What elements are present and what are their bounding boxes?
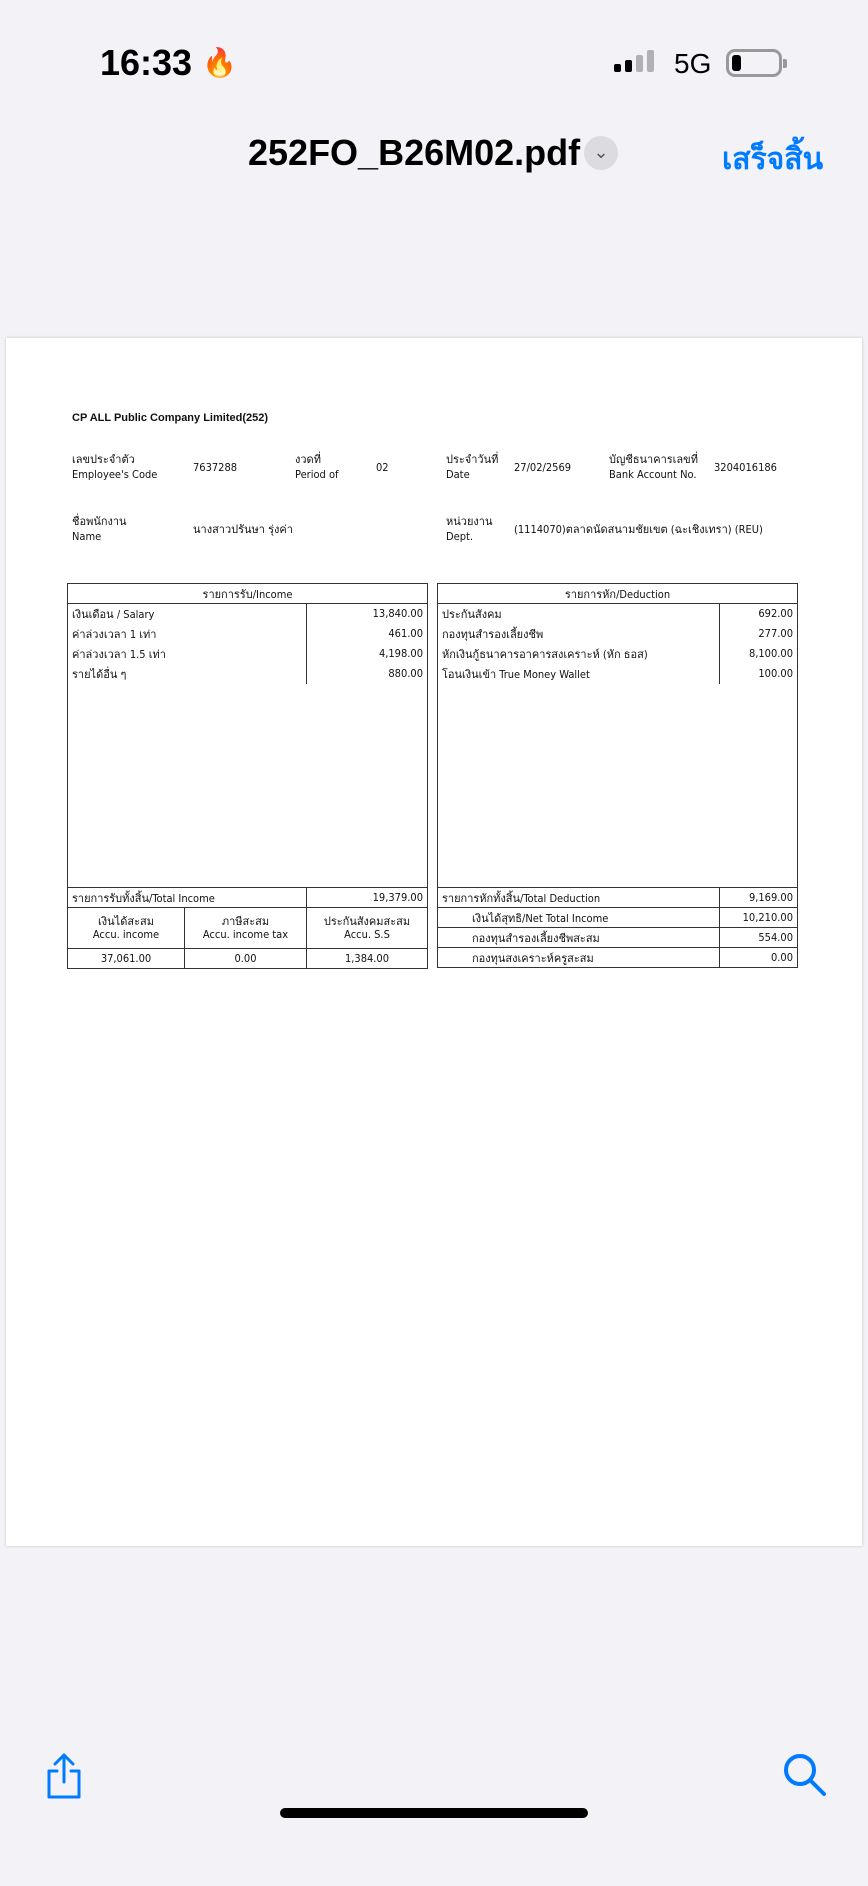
home-indicator[interactable] [280,1808,588,1818]
date-label: ประจำวันที่ Date [446,452,498,482]
label-en: Employee's Code [72,468,158,481]
cellular-signal-icon [614,50,654,72]
summary-row: เงินได้สุทธิ/Net Total Income 10,210.00 [436,907,798,928]
total-deduction: 9,169.00 [719,887,798,908]
summary-value: 0.00 [719,947,798,968]
period: 02 [376,461,389,474]
battery-icon [726,49,787,77]
total-income-row: รายการรับทั้งสิ้น/Total Income 19,379.00 [67,887,428,908]
total-label: รายการหักทั้งสิ้น/Total Deduction [436,887,721,908]
table-row: กองทุนสำรองเลี้ยงชีพ 277.00 [436,623,798,644]
summary-label: กองทุนสงเคราะห์ครูสะสม [436,947,721,968]
item-label: หักเงินกู้ธนาคารอาคารสงเคราะห์ (หัก ธอส) [436,643,721,664]
income-header: รายการรับ/Income [67,583,428,604]
department: (1114070)ตลาดนัดสนามชัยเขต (ฉะเชิงเทรา) … [514,523,763,536]
employee-name: นางสาวปรันษา รุ่งค่า [193,523,293,536]
item-label: กองทุนสำรองเลี้ยงชีพ [436,623,721,644]
deduction-table: รายการหัก/Deduction ประกันสังคม 692.00 กอ… [436,583,798,968]
share-icon[interactable] [44,1752,84,1804]
employee-code-label: เลขประจำตัว Employee's Code [72,452,157,482]
label-th: ประจำวันที่ [446,453,499,466]
deduction-header: รายการหัก/Deduction [437,583,798,604]
pdf-page: CP ALL Public Company Limited(252) เลขปร… [6,338,862,1546]
chevron-down-icon[interactable]: ⌄ [584,136,618,170]
name-label: ชื่อพนักงาน Name [72,514,127,544]
item-value: 13,840.00 [306,603,428,624]
label-en: Bank Account No. [609,468,697,481]
item-value: 692.00 [719,603,798,624]
accu-label-en: Accu. S.S [344,928,390,941]
total-label: รายการรับทั้งสิ้น/Total Income [67,887,307,908]
total-income: 19,379.00 [306,887,428,908]
label-en: Period of [295,468,339,481]
label-th: บัญชีธนาคารเลขที่ [609,453,698,466]
item-value: 4,198.00 [306,643,428,664]
employee-code: 7637288 [193,461,238,474]
label-en: Dept. [446,530,474,543]
document-title: 252FO_B26M02.pdf [248,132,581,173]
label-th: เลขประจำตัว [72,453,135,466]
accu-label-th: เงินได้สะสม [98,915,154,928]
table-row: ค่าล่วงเวลา 1 เท่า 461.00 [67,623,428,644]
total-deduction-row: รายการหักทั้งสิ้น/Total Deduction 9,169.0… [436,887,798,908]
accu-tax: 0.00 [184,948,307,969]
label-en: Date [446,468,470,481]
item-value: 100.00 [719,663,798,684]
income-table: รายการรับ/Income เงินเดือน / Salary 13,84… [67,583,428,969]
label-en: Name [72,530,102,543]
flame-icon: 🔥 [202,46,237,79]
period-label: งวดที่ Period of [295,452,339,482]
company-name: CP ALL Public Company Limited(252) [72,412,268,424]
summary-value: 554.00 [719,927,798,948]
net-income: 10,210.00 [719,907,798,928]
status-time: 16:33 [100,42,193,83]
item-label: รายได้อื่น ๆ [67,663,307,684]
item-value: 880.00 [306,663,428,684]
accu-label-th: ประกันสังคมสะสม [323,915,411,928]
dept-label: หน่วยงาน Dept. [446,514,492,544]
table-row: หักเงินกู้ธนาคารอาคารสงเคราะห์ (หัก ธอส)… [436,643,798,664]
summary-row: กองทุนสำรองเลี้ยงชีพสะสม 554.00 [436,927,798,948]
date: 27/02/2569 [514,461,572,474]
item-label: ค่าล่วงเวลา 1.5 เท่า [67,643,307,664]
item-label: ค่าล่วงเวลา 1 เท่า [67,623,307,644]
summary-label: เงินได้สุทธิ/Net Total Income [436,907,721,928]
item-label: เงินเดือน / Salary [67,603,307,624]
accu-income: 37,061.00 [67,948,185,969]
bank-account: 3204016186 [714,461,777,474]
accu-ss: 1,384.00 [306,948,428,969]
accu-label-en: Accu. income [92,928,160,941]
table-row: ค่าล่วงเวลา 1.5 เท่า 4,198.00 [67,643,428,664]
table-row: ประกันสังคม 692.00 [436,603,798,624]
bank-label: บัญชีธนาคารเลขที่ Bank Account No. [609,452,698,482]
item-value: 8,100.00 [719,643,798,664]
summary-row: กองทุนสงเคราะห์ครูสะสม 0.00 [436,947,798,968]
table-row: โอนเงินเข้า True Money Wallet 100.00 [436,663,798,684]
network-type: 5G [674,48,712,79]
done-button[interactable]: เสร็จสิ้น [722,142,824,177]
accu-label-th: ภาษีสะสม [221,915,270,928]
item-label: ประกันสังคม [436,603,721,624]
item-label: โอนเงินเข้า True Money Wallet [436,663,721,684]
accu-label-en: Accu. income tax [202,928,289,941]
label-th: หน่วยงาน [446,515,493,528]
item-value: 277.00 [719,623,798,644]
table-row: รายได้อื่น ๆ 880.00 [67,663,428,684]
label-th: งวดที่ [295,453,321,466]
label-th: ชื่อพนักงาน [72,515,127,528]
search-icon[interactable] [782,1752,828,1802]
summary-label: กองทุนสำรองเลี้ยงชีพสะสม [436,927,721,948]
item-value: 461.00 [306,623,428,644]
table-row: เงินเดือน / Salary 13,840.00 [67,603,428,624]
